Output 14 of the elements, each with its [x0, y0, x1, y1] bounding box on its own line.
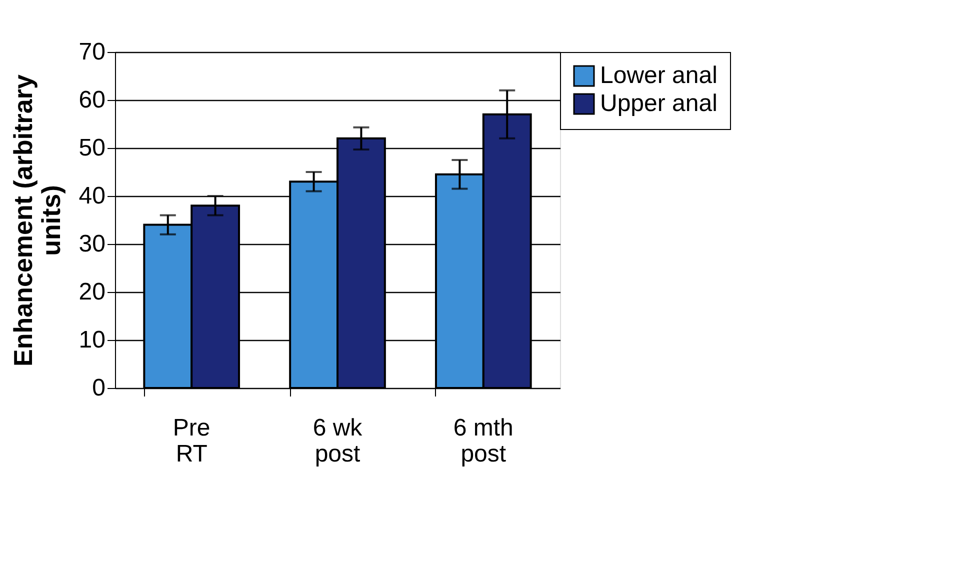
y-tick-label: 30 [78, 230, 106, 258]
x-tick-label: 6 wk post [312, 414, 364, 468]
y-tick-label: 0 [92, 374, 106, 402]
y-tick-label: 50 [78, 134, 106, 162]
legend-label: Upper anal [600, 90, 718, 117]
x-tick-label: 6 mth post [453, 414, 514, 468]
y-tick-label: 40 [78, 182, 106, 210]
legend-label: Lower anal [600, 62, 718, 89]
y-tick-label: 60 [78, 86, 106, 114]
x-tick-label: Pre RT [172, 414, 210, 468]
y-axis-title: Enhancement (arbitrary units) [8, 74, 66, 366]
y-tick-label: 20 [78, 278, 106, 306]
y-tick-label: 10 [78, 326, 106, 354]
y-tick-label: 70 [78, 38, 106, 66]
